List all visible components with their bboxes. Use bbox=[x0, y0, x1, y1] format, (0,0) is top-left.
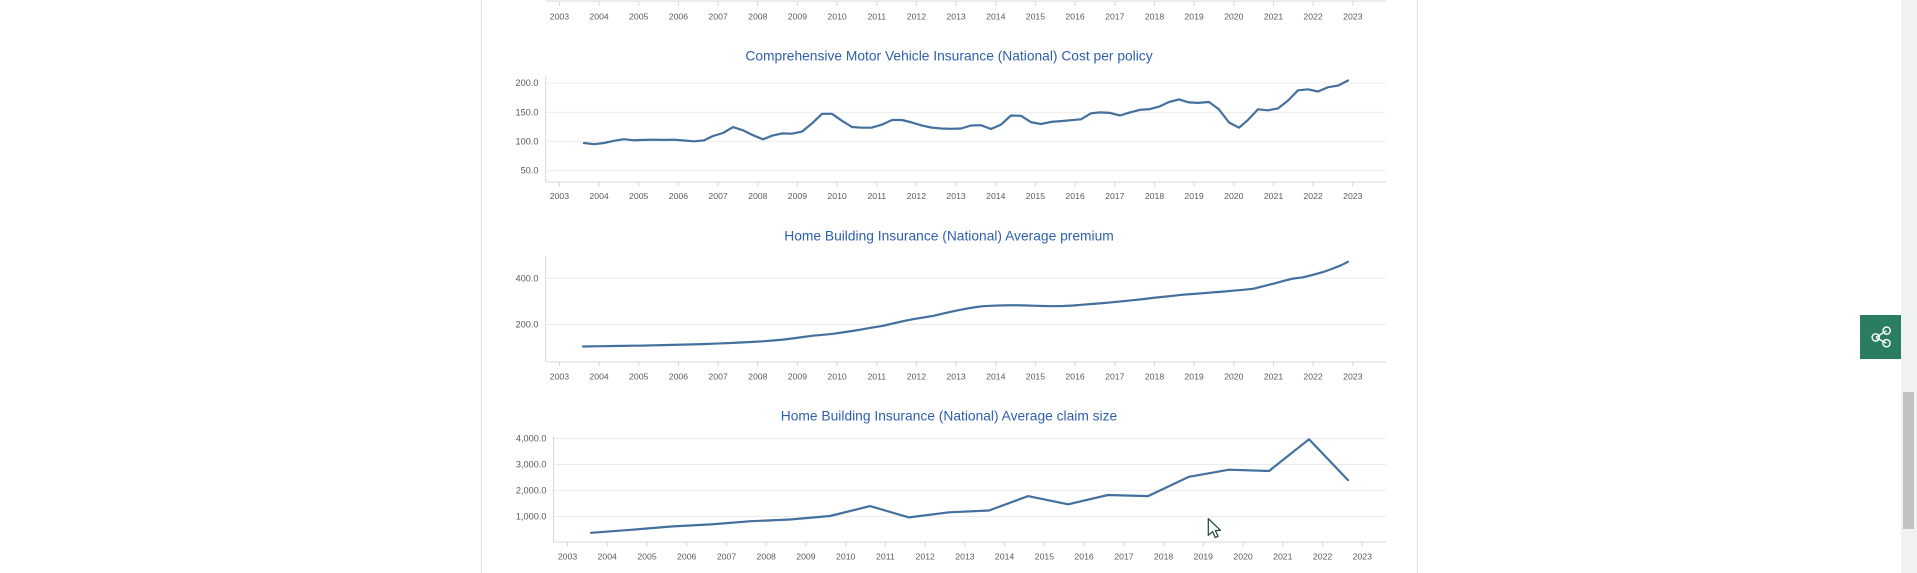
svg-text:2007: 2007 bbox=[708, 191, 727, 201]
svg-text:2017: 2017 bbox=[1105, 372, 1124, 382]
svg-text:2012: 2012 bbox=[916, 552, 935, 562]
svg-text:2008: 2008 bbox=[748, 372, 767, 382]
svg-text:2011: 2011 bbox=[876, 552, 895, 562]
svg-text:2020: 2020 bbox=[1224, 191, 1243, 201]
svg-text:2008: 2008 bbox=[748, 191, 767, 201]
svg-text:2005: 2005 bbox=[629, 191, 648, 201]
svg-text:2004: 2004 bbox=[589, 372, 608, 382]
svg-text:2007: 2007 bbox=[717, 552, 736, 562]
svg-text:2012: 2012 bbox=[907, 11, 926, 21]
svg-text:2010: 2010 bbox=[827, 372, 846, 382]
svg-text:2016: 2016 bbox=[1074, 552, 1093, 562]
svg-text:2015: 2015 bbox=[1026, 11, 1045, 21]
svg-text:2022: 2022 bbox=[1303, 191, 1322, 201]
svg-text:2004: 2004 bbox=[598, 552, 617, 562]
svg-text:400.0: 400.0 bbox=[516, 273, 539, 283]
svg-text:Comprehensive Motor Vehicle In: Comprehensive Motor Vehicle Insurance (N… bbox=[745, 48, 1152, 63]
svg-text:2014: 2014 bbox=[986, 372, 1005, 382]
svg-text:2022: 2022 bbox=[1313, 552, 1332, 562]
svg-text:2007: 2007 bbox=[708, 11, 727, 21]
svg-text:2023: 2023 bbox=[1353, 552, 1372, 562]
svg-text:2013: 2013 bbox=[955, 552, 974, 562]
svg-text:2009: 2009 bbox=[788, 11, 807, 21]
svg-text:2007: 2007 bbox=[708, 372, 727, 382]
svg-text:2003: 2003 bbox=[550, 191, 569, 201]
svg-text:2014: 2014 bbox=[995, 552, 1014, 562]
svg-text:2021: 2021 bbox=[1273, 552, 1292, 562]
svg-text:2011: 2011 bbox=[867, 11, 886, 21]
svg-text:2020: 2020 bbox=[1224, 372, 1243, 382]
svg-text:2018: 2018 bbox=[1145, 372, 1164, 382]
svg-text:1,000.0: 1,000.0 bbox=[516, 512, 547, 522]
svg-text:2018: 2018 bbox=[1145, 191, 1164, 201]
svg-text:Home Building Insurance (Natio: Home Building Insurance (National) Avera… bbox=[784, 228, 1114, 243]
svg-text:2003: 2003 bbox=[558, 552, 577, 562]
svg-text:2019: 2019 bbox=[1184, 11, 1203, 21]
svg-text:2011: 2011 bbox=[867, 372, 886, 382]
svg-text:2022: 2022 bbox=[1303, 372, 1322, 382]
svg-text:2006: 2006 bbox=[669, 11, 688, 21]
svg-text:2010: 2010 bbox=[827, 11, 846, 21]
svg-text:4,000.0: 4,000.0 bbox=[516, 434, 547, 444]
svg-text:2020: 2020 bbox=[1224, 11, 1243, 21]
svg-text:2018: 2018 bbox=[1145, 11, 1164, 21]
svg-text:2005: 2005 bbox=[629, 11, 648, 21]
svg-text:2021: 2021 bbox=[1264, 191, 1283, 201]
svg-text:2016: 2016 bbox=[1065, 191, 1084, 201]
svg-text:3,000.0: 3,000.0 bbox=[516, 460, 547, 470]
svg-text:2010: 2010 bbox=[827, 191, 846, 201]
svg-text:2017: 2017 bbox=[1114, 552, 1133, 562]
svg-text:2011: 2011 bbox=[867, 191, 886, 201]
svg-text:2005: 2005 bbox=[629, 372, 648, 382]
svg-text:200.0: 200.0 bbox=[516, 320, 539, 330]
svg-text:2003: 2003 bbox=[550, 372, 569, 382]
svg-text:2020: 2020 bbox=[1233, 552, 1252, 562]
svg-text:2016: 2016 bbox=[1065, 11, 1084, 21]
svg-text:2013: 2013 bbox=[946, 191, 965, 201]
svg-text:2017: 2017 bbox=[1105, 191, 1124, 201]
svg-text:2006: 2006 bbox=[669, 372, 688, 382]
svg-text:2010: 2010 bbox=[836, 552, 855, 562]
svg-text:2013: 2013 bbox=[946, 11, 965, 21]
svg-text:2017: 2017 bbox=[1105, 11, 1124, 21]
svg-text:50.0: 50.0 bbox=[521, 166, 539, 176]
svg-text:2003: 2003 bbox=[550, 11, 569, 21]
svg-text:2021: 2021 bbox=[1264, 11, 1283, 21]
svg-text:2022: 2022 bbox=[1303, 11, 1322, 21]
svg-text:2019: 2019 bbox=[1184, 372, 1203, 382]
svg-text:2012: 2012 bbox=[907, 372, 926, 382]
svg-text:2005: 2005 bbox=[637, 552, 656, 562]
svg-text:2009: 2009 bbox=[788, 372, 807, 382]
svg-text:2019: 2019 bbox=[1184, 191, 1203, 201]
svg-text:2004: 2004 bbox=[589, 191, 608, 201]
svg-text:2013: 2013 bbox=[946, 372, 965, 382]
svg-text:2014: 2014 bbox=[986, 191, 1005, 201]
svg-text:2021: 2021 bbox=[1264, 372, 1283, 382]
svg-text:2016: 2016 bbox=[1065, 372, 1084, 382]
svg-text:2004: 2004 bbox=[589, 11, 608, 21]
svg-text:2014: 2014 bbox=[986, 11, 1005, 21]
svg-text:2008: 2008 bbox=[757, 552, 776, 562]
svg-text:2023: 2023 bbox=[1343, 191, 1362, 201]
svg-text:2015: 2015 bbox=[1026, 372, 1045, 382]
svg-text:2012: 2012 bbox=[907, 191, 926, 201]
svg-text:2019: 2019 bbox=[1194, 552, 1213, 562]
svg-text:2015: 2015 bbox=[1035, 552, 1054, 562]
svg-text:Home Building Insurance (Natio: Home Building Insurance (National) Avera… bbox=[781, 408, 1118, 423]
svg-text:2023: 2023 bbox=[1343, 372, 1362, 382]
svg-text:2,000.0: 2,000.0 bbox=[516, 486, 547, 496]
svg-text:2006: 2006 bbox=[677, 552, 696, 562]
svg-text:2015: 2015 bbox=[1026, 191, 1045, 201]
svg-text:200.0: 200.0 bbox=[516, 78, 539, 88]
svg-text:2008: 2008 bbox=[748, 11, 767, 21]
svg-text:2006: 2006 bbox=[669, 191, 688, 201]
svg-text:2018: 2018 bbox=[1154, 552, 1173, 562]
svg-text:150.0: 150.0 bbox=[516, 107, 539, 117]
svg-text:2009: 2009 bbox=[796, 552, 815, 562]
svg-text:100.0: 100.0 bbox=[516, 137, 539, 147]
svg-text:2009: 2009 bbox=[788, 191, 807, 201]
svg-text:2023: 2023 bbox=[1343, 11, 1362, 21]
